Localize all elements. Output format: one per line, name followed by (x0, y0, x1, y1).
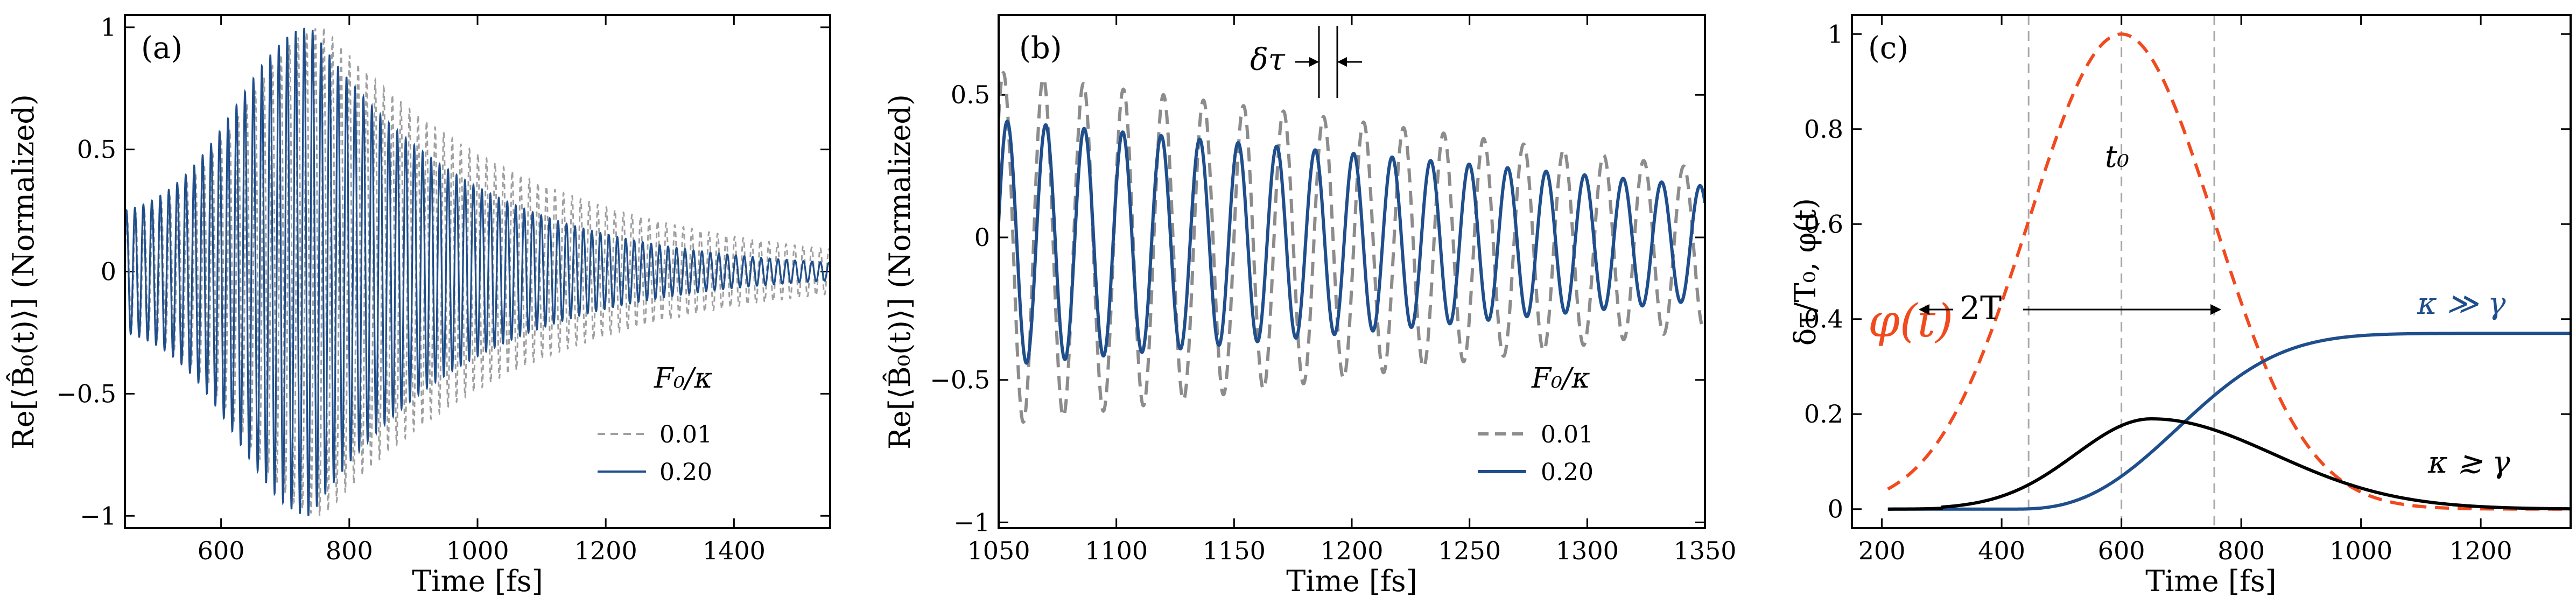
panel-a-ytick-label-3: 0.5 (77, 135, 116, 164)
panel-a-legend: F₀/κ 0.01 0.20 (598, 362, 713, 486)
panel-c-phi-label: φ(t) (1868, 294, 1953, 347)
panel-b-tag: (b) (1019, 31, 1062, 66)
panel-b-xtick-label-2: 1150 (1203, 536, 1266, 565)
panel-b-legend-label-2: 0.20 (1541, 459, 1594, 486)
panel-a-ytick-label-2: 0 (101, 257, 116, 286)
panel-b-xtick-label-4: 1250 (1438, 536, 1501, 565)
panel-c-ytick-label-4: 0.8 (1804, 115, 1843, 144)
panel-c-xlabel: Time [fs] (2145, 564, 2276, 598)
panel-c-series-kappa-greater-approx (1887, 417, 2571, 511)
panel-c-2t-arrowhead-left (1919, 304, 1929, 315)
panel-b-ytick-label-3: 0.5 (951, 80, 990, 109)
panel-a-ytick-label-0: −1 (80, 501, 116, 530)
panel-c-xtick-label-4: 1000 (2329, 536, 2392, 565)
panel-b-xtick-label-0: 1050 (967, 536, 1030, 565)
panel-b-series-0-20 (999, 120, 1705, 365)
panel-b-xtick-label-1: 1100 (1085, 536, 1148, 565)
panel-c-ytick-label-2: 0.4 (1804, 305, 1843, 334)
panel-c-xtick-label-0: 200 (1858, 536, 1906, 565)
panel-a-legend-label-1: 0.01 (659, 421, 712, 448)
panel-a-xlabel: Time [fs] (412, 564, 543, 598)
panel-a-ticks: 600 800 1000 1200 1400 −1 −0.5 0 0.5 1 (56, 13, 830, 565)
panel-a-curves (125, 25, 830, 516)
panel-c-ticks: 200 400 600 800 1000 1200 0 0.2 0.4 0.6 0.8 1 (1804, 15, 2571, 565)
panel-b: 1050 1100 1150 1200 1250 1300 1350 −1 −0.5 0 0.5 (… (882, 14, 1737, 598)
panel-a-frame (124, 14, 831, 529)
panel-b-ticks: 1050 1100 1150 1200 1250 1300 1350 −1 −0.5 0 0.5 (930, 15, 1737, 565)
panel-b-xtick-label-3: 1200 (1320, 536, 1383, 565)
panel-a-legend-title: F₀/κ (654, 362, 713, 395)
panel-c-series-kappa-much-greater (1887, 332, 2571, 511)
panel-a-xtick-label-2: 1000 (446, 536, 509, 565)
panel-c-ytick-label-3: 0.6 (1804, 209, 1843, 238)
panel-a-xtick-label-4: 1400 (703, 536, 766, 565)
panel-a: 600 800 1000 1200 1400 −1 −0.5 0 0.5 1 (a) Time [… (6, 13, 831, 598)
panel-b-ylabel: Re[⟨B̂₀(t)⟩] (Normalized) (882, 94, 917, 450)
panel-b-legend-label-1: 0.01 (1541, 421, 1594, 448)
panel-c-tag: (c) (1868, 31, 1908, 66)
panel-b-ytick-label-2: 0 (974, 223, 990, 252)
panel-b-delta-tau-arrowhead-left (1309, 57, 1319, 67)
panel-a-xtick-label-0: 600 (198, 536, 245, 565)
panel-b-legend: F₀/κ 0.01 0.20 (1478, 362, 1594, 486)
panel-a-xtick-label-3: 1200 (574, 536, 637, 565)
panel-a-ytick-label-1: −0.5 (56, 379, 116, 408)
panel-b-curves (999, 71, 1705, 424)
panel-c-xtick-label-3: 800 (2217, 536, 2265, 565)
panel-c-series-phi (1887, 32, 2571, 511)
panel-c-xtick-label-2: 600 (2098, 536, 2145, 565)
panel-b-frame (998, 14, 1706, 529)
panel-b-delta-tau-arrowhead-right (1337, 57, 1347, 67)
panel-c-frame (1851, 14, 2572, 529)
panel-c: 200 400 600 800 1000 1200 0 0.2 0.4 0.6 0.8 1 (c) T… (1788, 14, 2572, 598)
panel-b-delta-tau-annotation: δτ (1250, 26, 1362, 98)
panel-b-xlabel: Time [fs] (1286, 564, 1417, 598)
panel-c-ytick-label-1: 0.2 (1804, 399, 1843, 429)
panel-a-tag: (a) (141, 31, 183, 66)
panel-b-delta-tau-label: δτ (1250, 43, 1286, 78)
panel-a-series-0-01 (125, 25, 830, 516)
panel-c-2t-label: 2T (1960, 290, 2002, 327)
panel-c-ylabel: δτ/T₀, φ(t) (1788, 198, 1822, 346)
panel-a-legend-label-2: 0.20 (659, 459, 712, 486)
panel-c-kappa-greater-approx-label: κ ≳ γ (2427, 445, 2510, 480)
panel-b-series-0-01 (999, 71, 1705, 424)
panel-c-kappa-much-greater-label: κ ≫ γ (2417, 286, 2506, 321)
panel-a-series-0-20 (125, 27, 830, 516)
panel-a-ytick-label-4: 1 (101, 13, 116, 42)
panel-c-t0-label: t₀ (2105, 139, 2129, 174)
panel-c-ytick-label-5: 1 (1828, 19, 1843, 48)
panel-c-ytick-label-0: 0 (1828, 495, 1843, 524)
panel-c-xtick-label-1: 400 (1978, 536, 2025, 565)
panel-c-curves (1887, 32, 2571, 511)
panel-b-ytick-label-0: −1 (953, 508, 990, 537)
panel-c-guides (2027, 15, 2215, 528)
panel-b-ytick-label-1: −0.5 (930, 366, 990, 395)
panel-a-ylabel: Re[⟨B̂₀(t)⟩] (Normalized) (6, 94, 40, 450)
panel-b-xtick-label-5: 1300 (1556, 536, 1619, 565)
panel-a-xtick-label-1: 800 (326, 536, 373, 565)
panel-b-legend-title: F₀/κ (1531, 362, 1590, 395)
panel-c-2t-annotation: 2T (1919, 290, 2221, 327)
panel-c-xtick-label-5: 1200 (2449, 536, 2512, 565)
panel-c-2t-arrowhead-right (2210, 304, 2221, 315)
panel-b-xtick-label-6: 1350 (1673, 536, 1736, 565)
